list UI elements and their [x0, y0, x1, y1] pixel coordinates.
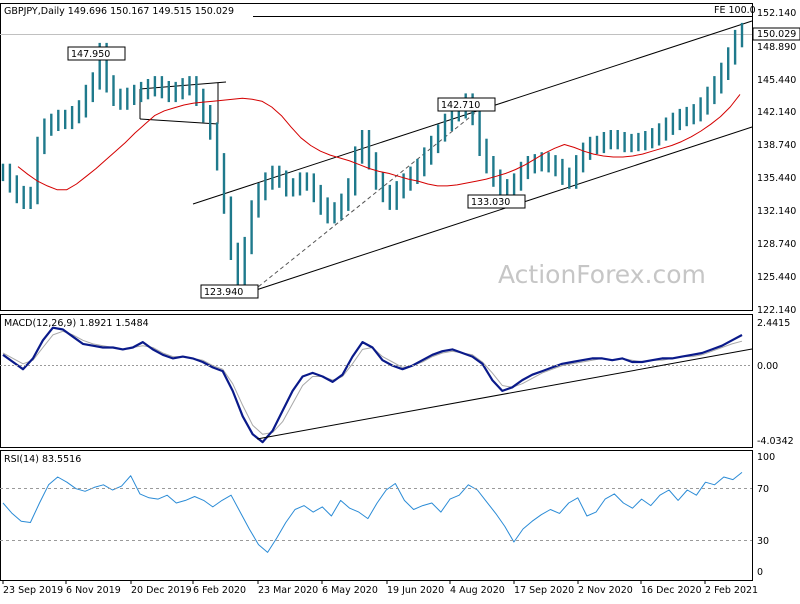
price-tick-125440: 125.440: [757, 272, 796, 283]
rsi-tick-30: 30: [757, 536, 769, 547]
price-axis: 152.140 150.029 148.890 145.440 142.140 …: [752, 8, 800, 316]
rsi-panel-frame: [0, 450, 753, 581]
annotation-123940: 123.940: [204, 287, 243, 298]
price-tick-135440: 135.440: [757, 173, 796, 184]
price-tick-142140: 142.140: [757, 107, 796, 118]
price-panel-title: GBPJPY,Daily 149.696 150.167 149.515 150…: [4, 6, 234, 17]
rsi-tick-100: 100: [757, 452, 775, 463]
x-tick-label: 23 Mar 2020: [258, 585, 318, 596]
x-tick-label: 20 Dec 2019: [131, 585, 192, 596]
watermark: ActionForex.com: [498, 260, 706, 289]
price-layer: [1, 22, 744, 292]
price-tick-148890: 148.890: [757, 42, 796, 53]
x-tick-label: 16 Dec 2020: [641, 585, 702, 596]
x-tick-label: 4 Aug 2020: [450, 585, 505, 596]
ma-line: [17, 94, 741, 191]
price-tick-138740: 138.740: [757, 140, 796, 151]
price-tick-152140: 152.140: [757, 8, 796, 19]
price-tick-122140: 122.140: [757, 305, 796, 316]
macd-trendline: [256, 348, 753, 440]
rsi-panel-title: RSI(14) 83.5516: [4, 454, 81, 465]
x-axis: 23 Sep 2019 6 Nov 2019 20 Dec 2019 6 Feb 20…: [2, 581, 758, 596]
rsi-tick-0: 0: [757, 567, 763, 578]
macd-tick-low: -4.0342: [757, 436, 794, 447]
macd-layer: [2, 326, 743, 444]
flag-bottom-line: [139, 118, 219, 125]
macd-tick-high: 2.4415: [757, 318, 790, 329]
price-panel-frame: [0, 3, 753, 311]
macd-tick-zero: 0.00: [757, 361, 778, 372]
projection-dashed-line: [252, 104, 486, 292]
x-tick-label: 23 Sep 2019: [3, 585, 63, 596]
rsi-line: [2, 472, 743, 553]
x-tick-label: 2 Nov 2020: [578, 585, 633, 596]
rsi-layer: [2, 472, 743, 553]
macd-panel-frame: [0, 314, 753, 448]
annotation-147950: 147.950: [71, 49, 110, 60]
x-tick-label: 19 Jun 2020: [387, 585, 444, 596]
price-tick-145440: 145.440: [757, 75, 796, 86]
current-price-box: [752, 27, 800, 41]
annotation-142710-box: [437, 97, 496, 112]
fe-level-label: FE 100.0: [714, 5, 756, 16]
rsi-tick-70: 70: [757, 484, 769, 495]
price-tick-132140: 132.140: [757, 206, 796, 217]
macd-line: [2, 326, 743, 444]
channel-lower-line: [252, 126, 753, 292]
x-tick-label: 17 Sep 2020: [514, 585, 574, 596]
annotation-147950-box: [67, 46, 126, 61]
x-tick-label: 6 Feb 2020: [193, 585, 246, 596]
annotation-133030: 133.030: [471, 197, 510, 208]
current-price-label: 150.029: [757, 29, 796, 40]
x-tick-label: 2 Feb 2021: [705, 585, 758, 596]
annotation-133030-box: [467, 194, 526, 209]
x-tick-label: 6 Nov 2019: [66, 585, 121, 596]
x-tick-label: 6 May 2020: [322, 585, 378, 596]
annotation-123940-box: [200, 284, 259, 299]
annotation-142710: 142.710: [441, 100, 480, 111]
macd-panel-title: MACD(12,26,9) 1.8921 1.5484: [4, 318, 149, 329]
price-tick-128740: 128.740: [757, 239, 796, 250]
